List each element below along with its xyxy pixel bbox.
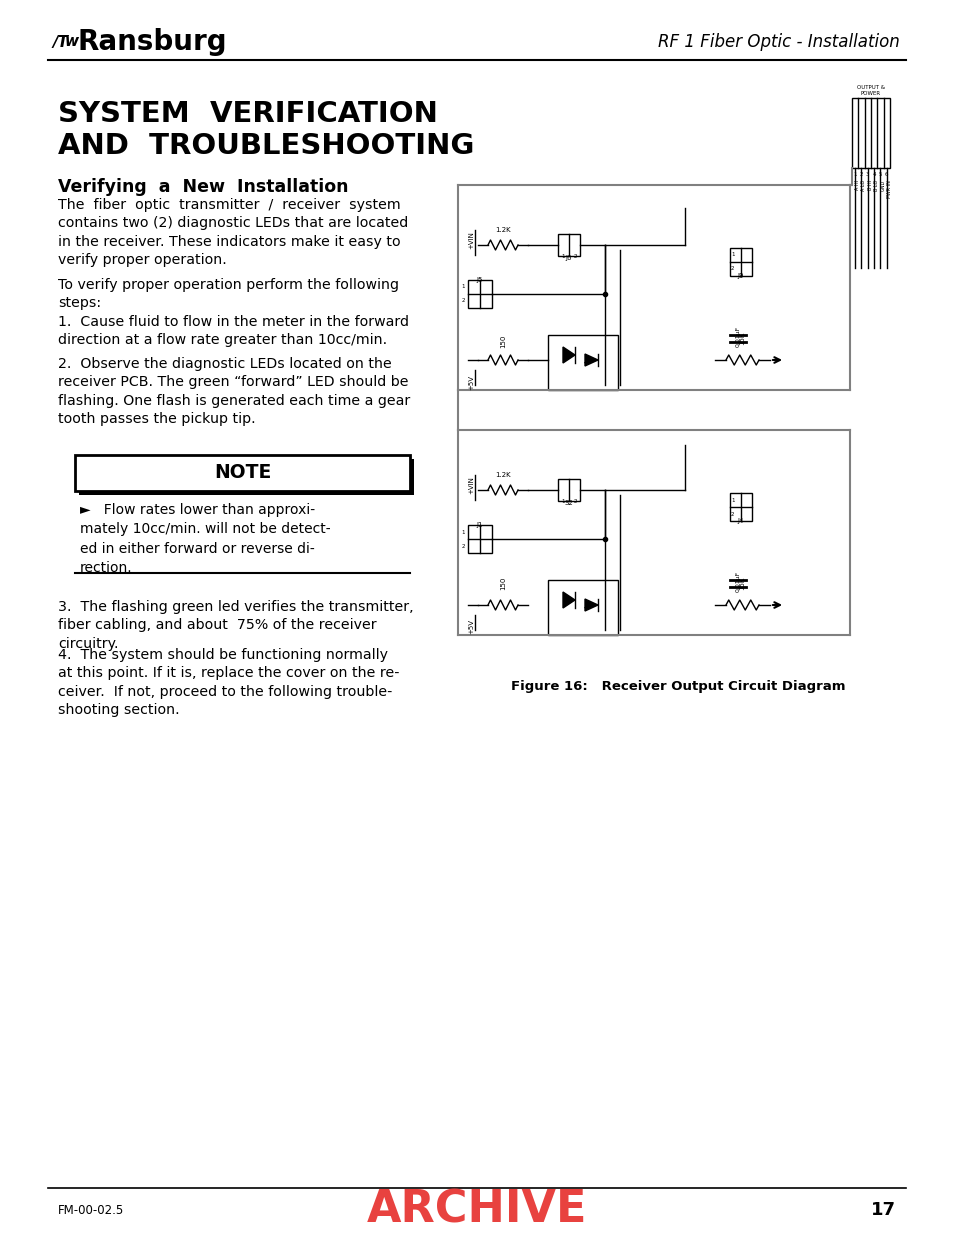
Text: A HI: A HI xyxy=(854,180,860,190)
Text: +VIN: +VIN xyxy=(468,231,474,249)
Text: 2: 2 xyxy=(573,254,577,259)
Text: 17: 17 xyxy=(870,1200,895,1219)
Text: 1.2K: 1.2K xyxy=(495,472,510,478)
Bar xyxy=(558,233,579,256)
Text: /T: /T xyxy=(52,35,68,49)
Text: ,,: ,, xyxy=(578,354,590,366)
Bar xyxy=(547,580,618,635)
Text: 2: 2 xyxy=(461,299,464,304)
Text: 6: 6 xyxy=(884,172,887,177)
Text: J5: J5 xyxy=(476,277,482,283)
Text: B HI: B HI xyxy=(867,180,872,190)
Text: 2.  Observe the diagnostic LEDs located on the
receiver PCB. The green “forward”: 2. Observe the diagnostic LEDs located o… xyxy=(58,357,410,426)
Bar xyxy=(79,459,414,495)
Text: ARCHIVE: ARCHIVE xyxy=(366,1188,587,1231)
Text: ►   Flow rates lower than approxi-
mately 10cc/min. will not be detect-
ed in ei: ► Flow rates lower than approxi- mately … xyxy=(80,503,331,576)
Polygon shape xyxy=(562,592,575,608)
Text: 1: 1 xyxy=(853,172,856,177)
Text: 1: 1 xyxy=(560,254,564,259)
Text: 4.  The system should be functioning normally
at this point. If it is, replace t: 4. The system should be functioning norm… xyxy=(58,648,399,718)
Text: SYSTEM  VERIFICATION: SYSTEM VERIFICATION xyxy=(58,100,437,128)
Text: J6: J6 xyxy=(565,254,572,261)
Text: A LO: A LO xyxy=(861,180,865,191)
Text: J1: J1 xyxy=(476,522,483,529)
Text: J4: J4 xyxy=(737,517,743,524)
Bar xyxy=(558,479,579,501)
Bar xyxy=(468,280,492,308)
Polygon shape xyxy=(584,599,598,611)
Text: 15K: 15K xyxy=(739,577,744,590)
Text: J9: J9 xyxy=(737,273,743,279)
Text: 1: 1 xyxy=(461,530,464,535)
Text: +5V: +5V xyxy=(468,374,474,389)
Text: FM-00-02.5: FM-00-02.5 xyxy=(58,1203,124,1216)
Text: Verifying  a  New  Installation: Verifying a New Installation xyxy=(58,178,348,196)
Bar xyxy=(729,493,751,521)
Text: 3.  The flashing green led verifies the transmitter,
fiber cabling, and about  7: 3. The flashing green led verifies the t… xyxy=(58,600,414,651)
Text: 2: 2 xyxy=(461,543,464,548)
Bar xyxy=(75,454,410,492)
Bar xyxy=(729,248,751,275)
Text: NOTE: NOTE xyxy=(213,462,271,482)
Text: AND  TROUBLESHOOTING: AND TROUBLESHOOTING xyxy=(58,132,474,161)
Text: 2: 2 xyxy=(859,172,862,177)
Text: 1: 1 xyxy=(461,284,464,289)
Text: 1: 1 xyxy=(560,499,564,504)
Bar xyxy=(851,98,889,168)
Text: 2: 2 xyxy=(730,267,734,272)
Text: 3: 3 xyxy=(865,172,869,177)
Bar xyxy=(468,525,492,553)
Text: Figure 16:   Receiver Output Circuit Diagram: Figure 16: Receiver Output Circuit Diagr… xyxy=(510,680,844,693)
Text: 150: 150 xyxy=(499,335,505,348)
Text: 1: 1 xyxy=(730,252,734,258)
Text: 5: 5 xyxy=(878,172,882,177)
Text: 4: 4 xyxy=(871,172,875,177)
Text: 1: 1 xyxy=(730,498,734,503)
Text: The  fiber  optic  transmitter  /  receiver  system
contains two (2) diagnostic : The fiber optic transmitter / receiver s… xyxy=(58,198,408,267)
Text: w: w xyxy=(65,35,79,49)
Text: B LO: B LO xyxy=(873,180,879,191)
Text: Ransburg: Ransburg xyxy=(78,28,228,56)
Text: To verify proper operation perform the following
steps:: To verify proper operation perform the f… xyxy=(58,278,398,310)
Text: 150: 150 xyxy=(499,577,505,590)
Text: OUTPUT &
POWER: OUTPUT & POWER xyxy=(856,85,884,96)
Text: 2: 2 xyxy=(573,499,577,504)
Text: 0.01µF: 0.01µF xyxy=(735,326,740,347)
Text: 0.01µF: 0.01µF xyxy=(735,571,740,592)
Text: S2: S2 xyxy=(564,500,573,506)
Text: 15K: 15K xyxy=(739,332,744,345)
Text: RF 1 Fiber Optic - Installation: RF 1 Fiber Optic - Installation xyxy=(658,33,899,51)
Text: +VIN: +VIN xyxy=(468,475,474,494)
Text: ,,: ,, xyxy=(578,599,590,611)
Text: +5V: +5V xyxy=(468,620,474,635)
Polygon shape xyxy=(562,347,575,363)
Text: 2: 2 xyxy=(730,511,734,516)
Polygon shape xyxy=(584,354,598,366)
Text: GND: GND xyxy=(880,180,884,191)
Text: 1.2K: 1.2K xyxy=(495,227,510,233)
Text: PWR IN: PWR IN xyxy=(886,180,891,198)
Bar xyxy=(547,335,618,390)
Text: 1.  Cause fluid to flow in the meter in the forward
direction at a flow rate gre: 1. Cause fluid to flow in the meter in t… xyxy=(58,315,409,347)
